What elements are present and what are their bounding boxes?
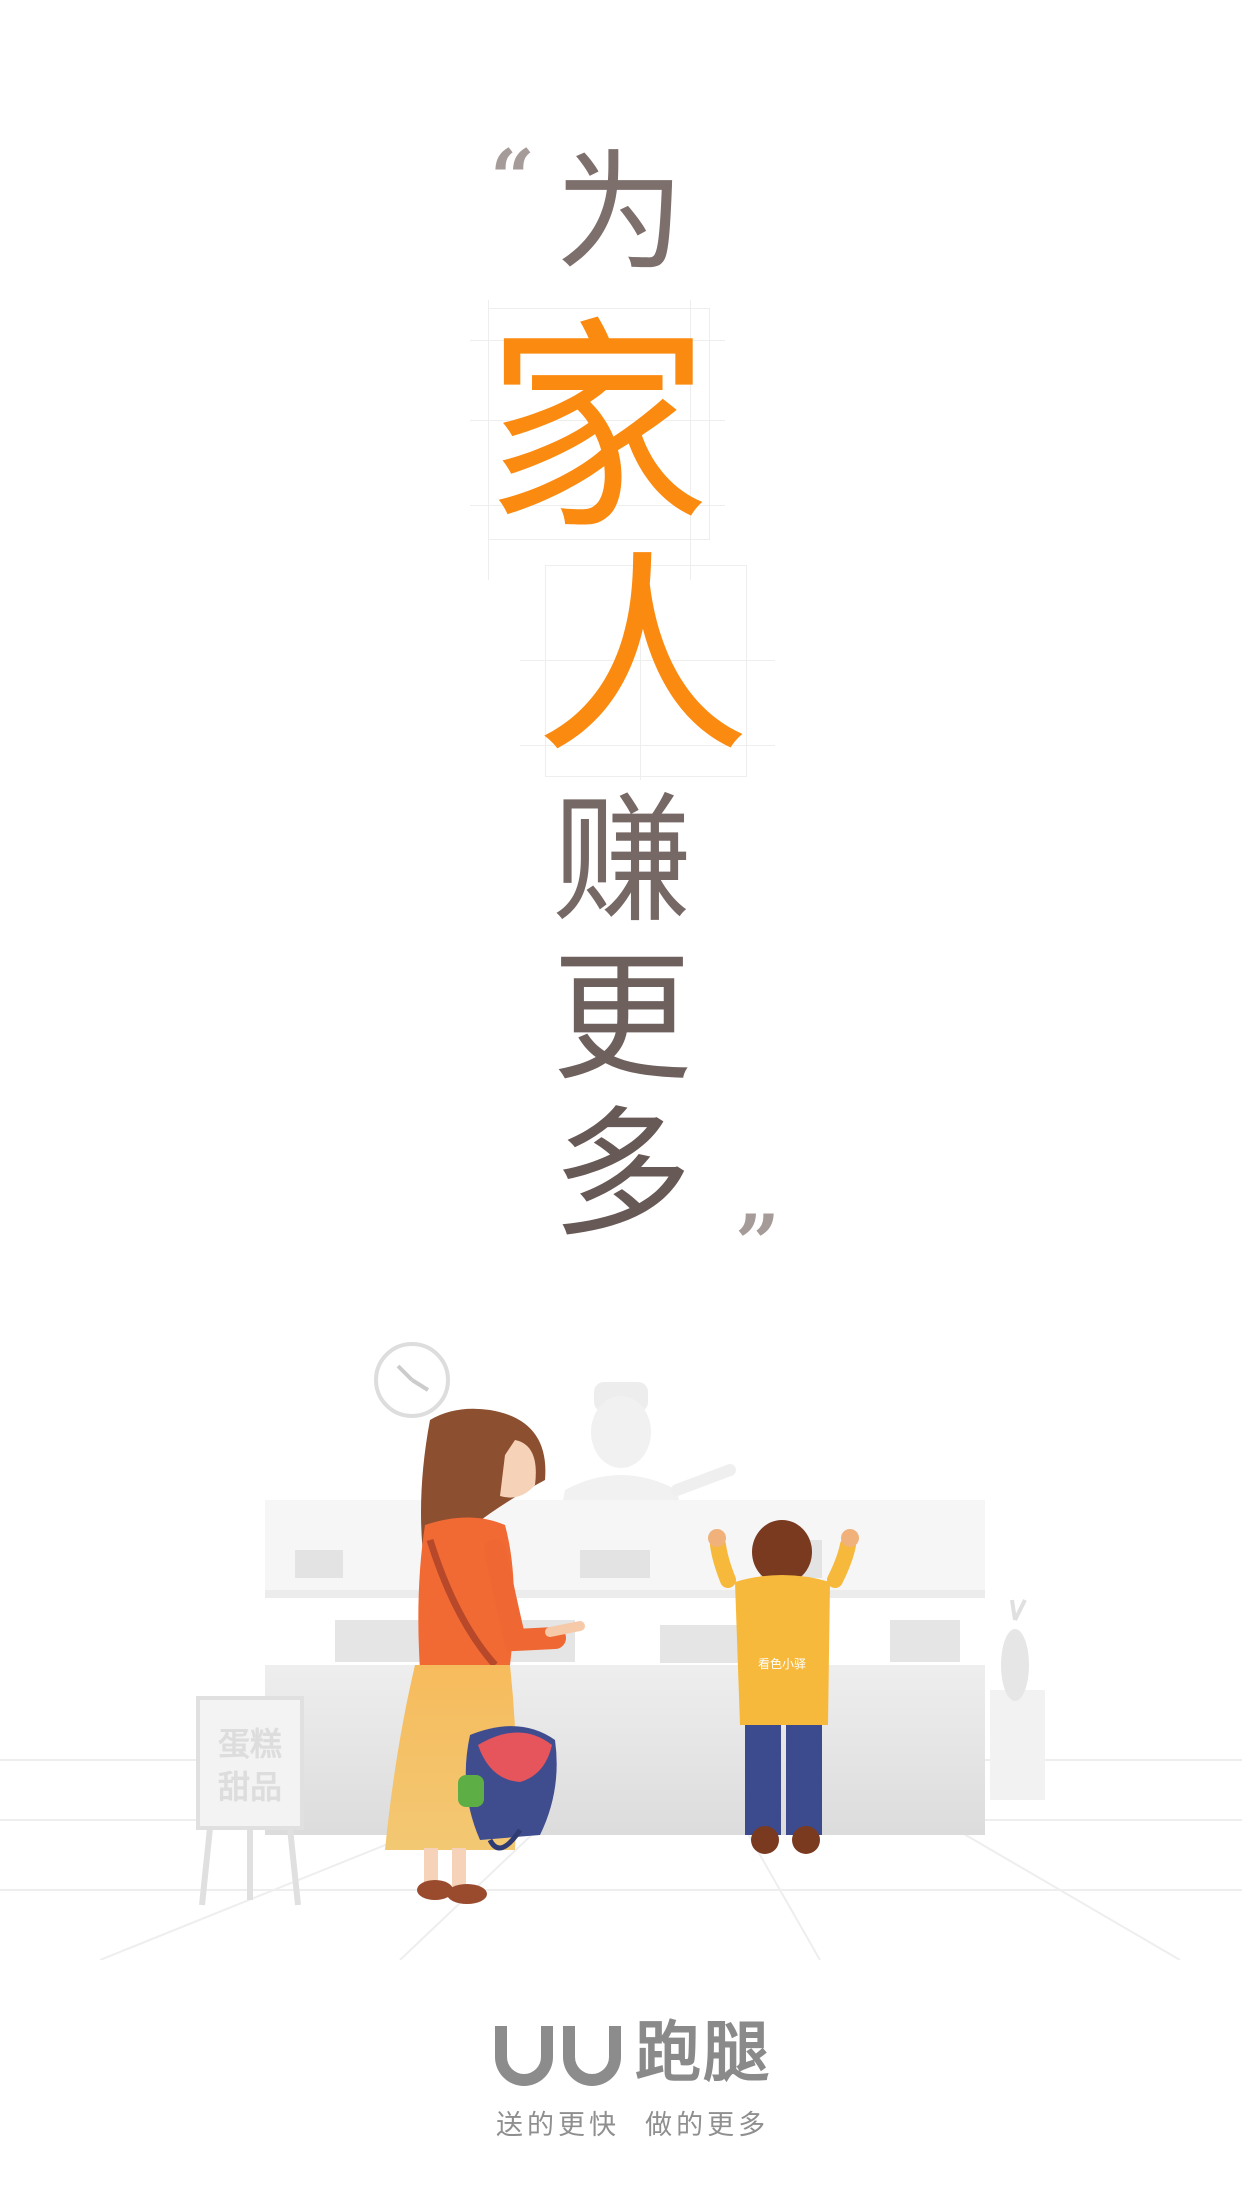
headline-char-5: 更 <box>552 938 693 1101</box>
headline-char-2: 家 <box>485 299 710 561</box>
child-figure <box>708 1520 859 1854</box>
cake-sign-board <box>196 1696 304 1906</box>
sign-text-line2: 甜品 <box>218 1768 282 1806</box>
headline-char-1: 为 <box>555 137 686 289</box>
bakery-illustration: 蛋糕 甜品 <box>0 1342 1242 1960</box>
brand-name: 跑腿 <box>635 2014 771 2091</box>
shop-counter <box>265 1500 985 1835</box>
child-shirt-text: 看色小驿 <box>758 1657 806 1671</box>
clock-icon <box>374 1342 450 1418</box>
logo-letter-u-icon <box>495 2026 553 2086</box>
logo-letter-u-icon <box>563 2026 621 2086</box>
quote-close-mark: ” <box>735 1198 780 1289</box>
mother-figure <box>385 1408 585 1904</box>
headline-char-3: 人 <box>535 532 750 783</box>
brand-logo: 跑腿 <box>495 2020 771 2086</box>
headline-char-4: 赚 <box>552 780 693 943</box>
vase-decoration <box>990 1599 1045 1800</box>
quote-open-mark: “ <box>490 133 535 224</box>
headline-char-6: 多 <box>552 1094 693 1257</box>
sign-text-line1: 蛋糕 <box>218 1725 282 1763</box>
brand-slogan: 送的更快 做的更多 <box>496 2110 770 2141</box>
